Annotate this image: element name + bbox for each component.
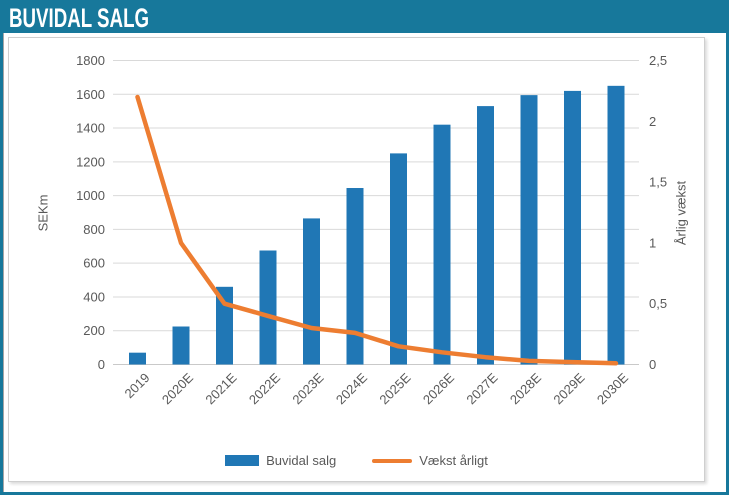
x-axis-tick-label: 2026E — [420, 370, 457, 407]
right-axis-tick-label: 2,5 — [649, 53, 667, 68]
right-axis-tick-label: 1,5 — [649, 175, 667, 190]
left-axis-title: SEKm — [35, 194, 51, 232]
chart-title-bar: BUVIDAL SALG — [3, 3, 726, 33]
legend-item-vaekst-aarligt: Vækst årligt — [372, 453, 488, 468]
bar-2028E — [520, 95, 538, 365]
left-axis-tick-label: 1800 — [76, 53, 105, 68]
legend-label-vaekst-aarligt: Vækst årligt — [419, 453, 488, 468]
x-axis-tick-label: 2022E — [246, 370, 283, 407]
right-axis-tick-label: 0 — [649, 357, 656, 372]
x-axis-tick-label: 2024E — [333, 370, 370, 407]
chart-container: 0 200 400 600 800 1000 1200 1400 1600 1800 0 0,5 1 1,… — [8, 37, 705, 482]
growth-line — [135, 94, 619, 366]
left-axis-tick-label: 1200 — [76, 154, 105, 169]
bar-2023E — [303, 218, 320, 365]
left-axis-tick-label: 1600 — [76, 87, 105, 102]
bar-2025E — [390, 153, 407, 365]
bar-2020E — [172, 326, 190, 365]
left-axis-tick-label: 400 — [83, 289, 105, 304]
legend-label-buvidal-salg: Buvidal salg — [266, 453, 337, 468]
bar-2029E — [564, 90, 581, 365]
left-axis-tick-label: 0 — [98, 357, 105, 372]
sales-growth-chart: 0 200 400 600 800 1000 1200 1400 1600 1800 0 0,5 1 1,… — [76, 53, 667, 407]
x-axis-tick-label: 2020E — [159, 370, 196, 407]
bar-2030E — [607, 85, 625, 365]
bar-2022E — [259, 250, 277, 365]
right-axis-tick-label: 1 — [649, 235, 656, 250]
x-axis-tick-label: 2030E — [594, 370, 631, 407]
right-axis-tick-label: 0,5 — [649, 296, 667, 311]
bar-2027E — [477, 106, 494, 365]
left-axis-tick-label: 1000 — [76, 188, 105, 203]
legend-item-buvidal-salg: Buvidal salg — [225, 453, 336, 468]
x-axis-tick-label: 2019 — [122, 370, 153, 401]
legend-bar-swatch — [225, 455, 260, 466]
x-axis-tick-label: 2028E — [507, 370, 544, 407]
left-axis-tick-label: 600 — [83, 256, 105, 271]
chart-legend: Buvidal salg Vækst årligt — [9, 453, 704, 468]
left-axis-tick-label: 1400 — [76, 121, 105, 136]
bar-2019 — [129, 352, 146, 365]
x-axis-tick-label: 2027E — [463, 370, 500, 407]
bar-2024E — [346, 188, 364, 365]
legend-line-swatch — [372, 458, 413, 463]
left-axis-tick-label: 800 — [83, 222, 105, 237]
x-axis-tick-label: 2029E — [550, 370, 587, 407]
x-axis-tick-label: 2025E — [376, 370, 413, 407]
page-title: BUVIDAL SALG — [9, 2, 150, 34]
x-axis-tick-label: 2021E — [202, 370, 239, 407]
bar-2026E — [433, 124, 451, 365]
left-axis-tick-label: 200 — [83, 323, 105, 338]
right-axis-title: Årlig vækst — [673, 180, 689, 246]
right-axis-tick-label: 2 — [649, 114, 656, 129]
x-axis-tick-label: 2023E — [289, 370, 326, 407]
